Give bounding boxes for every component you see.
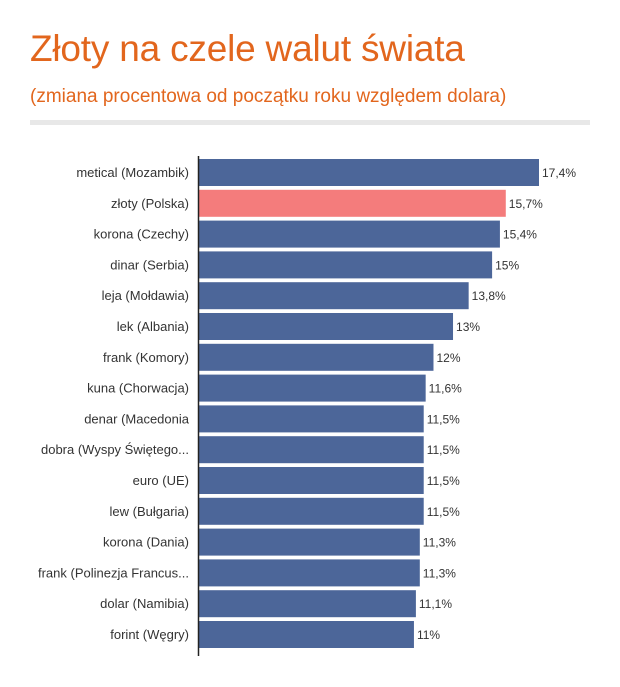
category-label: leja (Mołdawia) (102, 288, 189, 303)
bar (199, 436, 424, 464)
category-label: lek (Albania) (117, 319, 189, 334)
value-label: 11,5% (427, 474, 460, 488)
category-label: złoty (Polska) (111, 196, 189, 211)
bar (199, 343, 434, 371)
value-label: 15,4% (503, 228, 537, 242)
value-label: 17,4% (542, 166, 576, 180)
category-label: dobra (Wyspy Świętego... (41, 442, 189, 457)
value-label: 11,6% (429, 382, 462, 396)
value-label: 11,3% (423, 566, 456, 580)
category-label: lew (Bułgaria) (110, 504, 189, 519)
value-label: 15,7% (509, 197, 543, 211)
bars-layer: metical (Mozambik) 17,4% złoty (Polska) 15,… (38, 159, 576, 648)
bar (199, 559, 420, 587)
value-label: 11,1% (419, 597, 452, 611)
bar (199, 220, 500, 248)
bar (199, 313, 454, 340)
bar (199, 189, 506, 217)
value-label: 11,3% (423, 536, 456, 550)
value-label: 11,5% (427, 443, 460, 457)
category-label: frank (Komory) (103, 350, 189, 365)
page-title: Złoty na czele walut świata (30, 28, 465, 69)
bar (199, 374, 426, 402)
category-label: korona (Czechy) (94, 227, 189, 242)
bar (199, 251, 493, 279)
page-subtitle: (zmiana procentowa od początku roku wzgl… (30, 86, 507, 107)
value-label: 11,5% (427, 505, 460, 519)
category-label: metical (Mozambik) (76, 165, 189, 180)
value-label: 13% (456, 320, 480, 334)
category-label: denar (Macedonia (84, 411, 190, 426)
header-divider (30, 120, 590, 125)
value-label: 12% (436, 351, 460, 365)
bar (199, 497, 424, 525)
bar (199, 282, 469, 310)
category-label: dolar (Namibia) (100, 596, 189, 611)
value-label: 13,8% (472, 289, 506, 303)
category-label: dinar (Serbia) (110, 257, 189, 272)
category-label: kuna (Chorwacja) (87, 381, 189, 396)
category-label: frank (Polinezja Francus... (38, 565, 189, 580)
bar (199, 467, 424, 494)
bar (199, 528, 420, 556)
category-label: forint (Węgry) (110, 627, 189, 642)
value-label: 15% (495, 258, 519, 272)
value-label: 11% (417, 628, 440, 642)
value-label: 11,5% (427, 412, 460, 426)
bar (199, 621, 414, 648)
bar (199, 590, 416, 618)
bar (199, 159, 539, 186)
category-label: euro (UE) (133, 473, 189, 488)
bar (199, 405, 424, 433)
category-label: korona (Dania) (103, 535, 189, 550)
